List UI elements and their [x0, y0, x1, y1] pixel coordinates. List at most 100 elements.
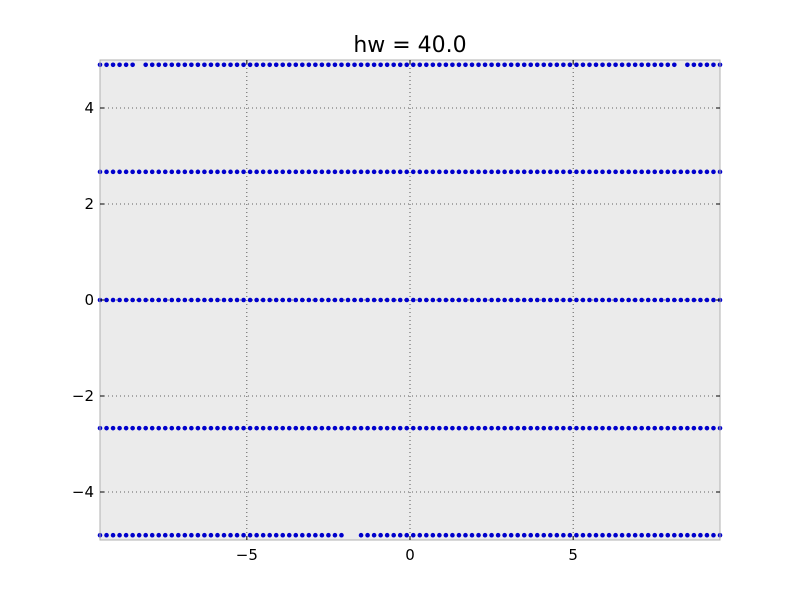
data-point	[515, 532, 520, 538]
data-point	[404, 297, 410, 303]
data-point	[678, 169, 684, 175]
data-point	[645, 62, 651, 68]
data-point	[221, 62, 227, 68]
data-point	[489, 425, 494, 431]
data-point	[117, 169, 122, 175]
data-point	[561, 169, 566, 175]
data-point	[143, 297, 148, 303]
data-point	[241, 297, 246, 303]
data-point	[515, 297, 520, 303]
data-point	[221, 169, 227, 175]
data-point	[202, 425, 207, 431]
data-point	[561, 297, 566, 303]
data-point	[443, 297, 449, 303]
data-point	[149, 425, 155, 431]
data-point	[476, 425, 481, 431]
data-point	[626, 297, 631, 303]
data-point	[469, 532, 475, 538]
data-point	[313, 425, 318, 431]
data-point	[672, 425, 677, 431]
data-point	[306, 532, 312, 538]
data-point	[521, 297, 527, 303]
data-point	[639, 425, 644, 431]
data-point	[476, 532, 481, 538]
data-point	[619, 425, 625, 431]
data-point	[502, 169, 507, 175]
data-point	[685, 532, 690, 538]
data-point	[378, 532, 383, 538]
data-point	[430, 169, 436, 175]
data-point	[149, 297, 155, 303]
data-point	[195, 532, 201, 538]
data-point	[286, 62, 292, 68]
data-point	[123, 62, 129, 68]
data-point	[215, 62, 220, 68]
data-point	[130, 425, 135, 431]
data-point	[313, 169, 318, 175]
data-point	[104, 297, 109, 303]
data-point	[567, 425, 573, 431]
data-point	[397, 297, 403, 303]
data-point	[593, 532, 599, 538]
data-point	[430, 62, 436, 68]
data-point	[600, 425, 605, 431]
data-point	[110, 62, 116, 68]
data-point	[450, 169, 455, 175]
data-point	[600, 169, 605, 175]
data-point	[691, 169, 697, 175]
data-point	[391, 425, 396, 431]
data-point	[561, 425, 566, 431]
data-point	[600, 532, 605, 538]
data-point	[554, 297, 560, 303]
data-point	[632, 297, 638, 303]
data-point	[632, 532, 638, 538]
data-point	[169, 425, 175, 431]
data-point	[273, 297, 279, 303]
data-point	[143, 169, 148, 175]
data-point	[339, 532, 344, 538]
data-point	[489, 532, 494, 538]
data-point	[548, 62, 553, 68]
data-point	[593, 297, 599, 303]
data-point	[123, 532, 129, 538]
data-point	[521, 532, 527, 538]
data-point	[332, 169, 338, 175]
data-point	[528, 297, 534, 303]
data-point	[123, 425, 129, 431]
data-point	[326, 532, 331, 538]
data-point	[280, 297, 286, 303]
data-point	[495, 169, 501, 175]
data-point	[482, 62, 488, 68]
data-point	[489, 169, 494, 175]
data-point	[378, 425, 383, 431]
data-point	[437, 297, 442, 303]
data-point	[502, 532, 507, 538]
data-point	[260, 297, 266, 303]
data-point	[162, 425, 168, 431]
data-point	[378, 62, 383, 68]
data-point	[169, 532, 175, 538]
data-point	[254, 532, 259, 538]
data-point	[247, 169, 253, 175]
data-point	[371, 62, 377, 68]
data-point	[117, 425, 122, 431]
data-point	[410, 169, 416, 175]
data-point	[561, 532, 566, 538]
data-point	[437, 62, 442, 68]
data-point	[215, 297, 220, 303]
data-point	[554, 425, 560, 431]
data-point	[143, 425, 148, 431]
data-point	[280, 425, 286, 431]
data-point	[234, 169, 240, 175]
data-point	[619, 62, 625, 68]
data-point	[561, 62, 566, 68]
data-point	[130, 169, 135, 175]
data-point	[319, 532, 325, 538]
data-point	[502, 62, 507, 68]
data-point	[104, 532, 109, 538]
data-point	[587, 532, 592, 538]
data-point	[626, 169, 631, 175]
data-point	[456, 532, 462, 538]
data-point	[534, 297, 540, 303]
